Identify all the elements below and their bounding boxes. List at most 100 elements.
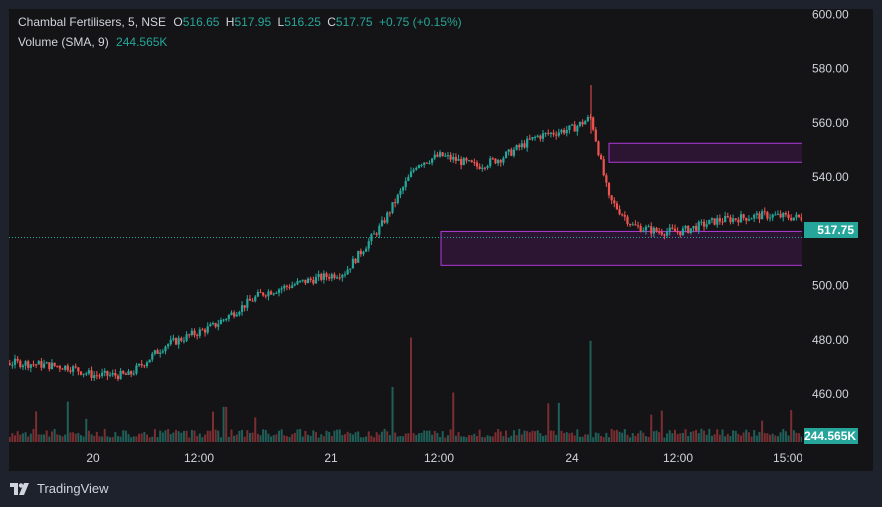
candle-body [655, 227, 658, 232]
volume-bar [476, 436, 478, 442]
volume-bar [93, 435, 96, 442]
volume-bar [520, 434, 523, 442]
candle-body [190, 330, 193, 336]
volume-bar [317, 437, 320, 442]
price-tick-label: 540.00 [812, 170, 849, 184]
candle-body [164, 346, 167, 352]
candle-body [291, 285, 294, 288]
candle-body [285, 285, 289, 287]
candle-body [275, 292, 278, 294]
volume-bar [354, 432, 357, 442]
volume-bar [589, 340, 592, 442]
candle-body [768, 217, 772, 219]
candle-body [684, 226, 687, 229]
volume-bar [407, 433, 410, 442]
candle-body [549, 132, 553, 134]
volume-bar [674, 429, 676, 442]
candle-body [446, 155, 450, 157]
volume-bar [468, 435, 471, 442]
volume-bar [380, 431, 383, 442]
volume-bar [399, 435, 402, 442]
volume-bar [700, 428, 703, 442]
candle-body [82, 373, 85, 375]
candle-body [124, 373, 127, 375]
volume-bar [201, 437, 204, 442]
candle-body [576, 126, 579, 132]
volume-bar [565, 432, 568, 442]
volume-bar [291, 434, 294, 442]
volume-bar [613, 430, 616, 442]
volume-bar [510, 435, 513, 442]
price-chart[interactable] [9, 9, 802, 443]
volume-bar [375, 432, 378, 442]
candle-body [322, 273, 325, 280]
candle-body [240, 305, 244, 313]
volume-bar [72, 432, 75, 442]
volume-bar [766, 433, 769, 442]
chart-pane[interactable] [9, 9, 802, 443]
volume-bar [555, 435, 558, 442]
volume-bar [74, 433, 77, 442]
time-tick-label: 21 [324, 451, 338, 465]
candle-body [161, 351, 164, 353]
volume-bar [631, 433, 634, 442]
volume-bar [462, 436, 465, 442]
high-label: H [225, 15, 235, 29]
volume-bar [270, 436, 273, 442]
candle-body [9, 363, 11, 366]
candle-body [747, 219, 751, 221]
volume-bar [325, 430, 328, 442]
volume-bar [571, 432, 574, 442]
candle-body [153, 350, 157, 354]
candle-body [452, 156, 455, 160]
candle-body [731, 218, 735, 223]
volume-bar [684, 429, 687, 442]
candle-body [130, 371, 133, 375]
volume-bar [663, 437, 666, 442]
candle-body [13, 358, 17, 365]
candle-body [615, 203, 619, 210]
candle-body [586, 117, 589, 122]
candle-body [359, 250, 362, 255]
time-tick-label: 12:00 [663, 451, 693, 465]
candle-body [293, 284, 296, 286]
volume-bar [726, 433, 729, 442]
candle-body [380, 220, 384, 226]
volume-bar [415, 435, 418, 442]
volume-bar [130, 437, 133, 442]
candle-body [629, 224, 632, 226]
volume-bar [56, 434, 59, 442]
candle-body [122, 370, 125, 374]
candle-body [489, 158, 492, 167]
time-tick-label: 12:00 [184, 451, 214, 465]
volume-bar [497, 428, 500, 442]
tradingview-logo[interactable]: TradingView [10, 481, 109, 496]
time-axis[interactable]: 20 12:00 21 12:00 24 12:00 15:00 [9, 443, 802, 471]
volume-bar [188, 437, 191, 442]
volume-bar [420, 432, 423, 442]
candle-body [581, 121, 584, 125]
candle-body [188, 334, 191, 336]
candle-body [797, 214, 801, 217]
candle-body [180, 337, 183, 341]
candle-body [346, 269, 349, 275]
volume-bar [95, 431, 98, 442]
volume-bar [692, 431, 695, 442]
candle-body [246, 298, 249, 308]
volume-bar [370, 435, 373, 442]
candle-body [248, 298, 252, 301]
candle-body [269, 291, 273, 295]
candle-body [626, 216, 629, 225]
candle-body [552, 132, 555, 135]
candle-body [702, 221, 706, 227]
candle-body [663, 234, 666, 236]
candle-body [61, 368, 64, 370]
volume-bar [774, 435, 777, 442]
volume-bar [53, 428, 56, 442]
candle-body [742, 214, 745, 218]
volume-bar [724, 436, 727, 442]
volume-bar [248, 432, 251, 442]
candle-body [718, 218, 721, 222]
volume-bar [581, 436, 584, 442]
volume-bar [732, 430, 735, 442]
